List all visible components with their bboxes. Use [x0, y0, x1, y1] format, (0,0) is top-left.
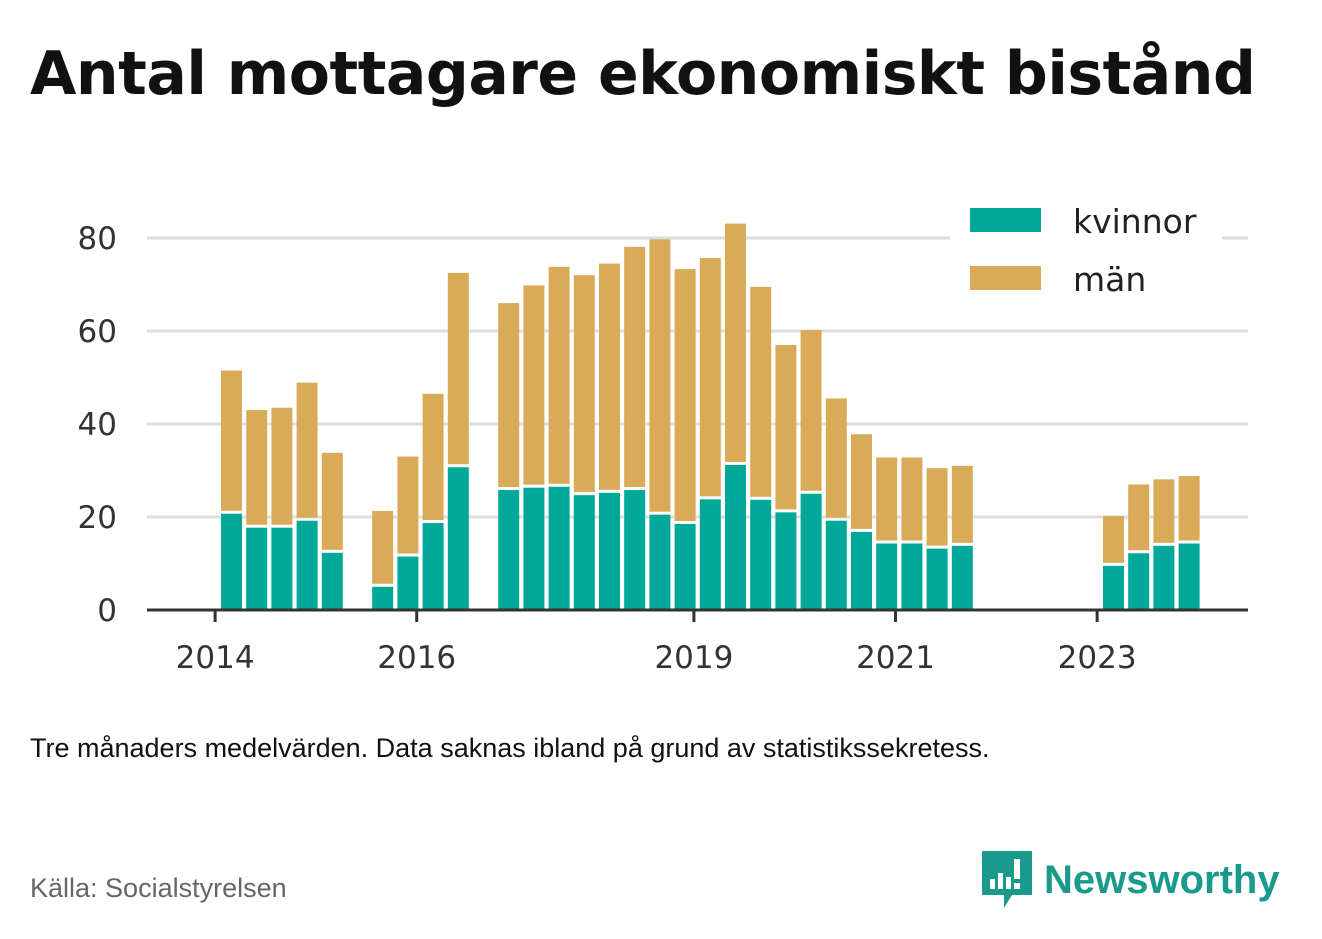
bar-man	[624, 246, 646, 488]
bar-kvinnor	[825, 520, 847, 610]
bar-man	[1103, 516, 1124, 563]
bar-man	[372, 510, 394, 584]
y-tick-label: 20	[78, 500, 117, 536]
bar-man	[926, 468, 948, 546]
newsworthy-logo[interactable]: Newsworthy	[982, 851, 1280, 909]
axes: 0 20 40 60 80 2014 2016 2019 2021 2023	[78, 221, 1248, 676]
bar-kvinnor	[498, 490, 520, 610]
x-tick-label: 2023	[1058, 640, 1137, 676]
bars	[221, 223, 1200, 610]
bar-kvinnor	[901, 543, 923, 610]
bar-kvinnor	[926, 548, 948, 610]
source-credit: Källa: Socialstyrelsen	[30, 873, 287, 903]
chart-note: Tre månaders medelvärden. Data saknas ib…	[30, 733, 990, 763]
bar-man	[573, 275, 595, 493]
bar-man	[599, 263, 620, 490]
bar-kvinnor	[422, 523, 444, 610]
bar-man	[1153, 479, 1175, 543]
bar-kvinnor	[750, 499, 772, 610]
x-tick-label: 2021	[856, 640, 935, 676]
bar-kvinnor	[372, 586, 394, 610]
bar-man	[523, 285, 545, 485]
bar-kvinnor	[725, 464, 746, 610]
bar-kvinnor	[1103, 565, 1124, 610]
bar-man	[422, 393, 444, 521]
bar-man	[800, 330, 822, 491]
bar-man	[674, 269, 696, 521]
bar-kvinnor	[800, 493, 822, 610]
bar-kvinnor	[876, 543, 898, 610]
bar-kvinnor	[397, 556, 419, 610]
bar-kvinnor	[246, 527, 268, 610]
bar-kvinnor	[271, 527, 293, 610]
bar-kvinnor	[649, 514, 671, 610]
x-tick-label: 2016	[377, 640, 456, 676]
bar-kvinnor	[523, 487, 545, 610]
bar-man	[296, 382, 318, 518]
chart-title: Antal mottagare ekonomiskt bistånd	[30, 39, 1256, 109]
bar-man	[750, 286, 772, 497]
legend-swatch	[970, 208, 1041, 232]
bar-kvinnor	[1128, 553, 1150, 610]
bar-kvinnor	[321, 552, 343, 610]
bar-kvinnor	[624, 490, 646, 610]
y-tick-label: 40	[78, 407, 117, 443]
bar-man	[1128, 484, 1150, 551]
bar-man	[548, 266, 570, 484]
bar-man	[775, 344, 797, 510]
bar-man	[1178, 476, 1200, 541]
y-tick-label: 0	[97, 593, 117, 629]
bar-chart-bubble-icon	[982, 851, 1032, 908]
bar-kvinnor	[599, 492, 620, 610]
bar-kvinnor	[221, 513, 242, 610]
x-tick-label: 2019	[654, 640, 733, 676]
y-tick-label: 60	[78, 314, 117, 350]
bar-man	[825, 398, 847, 518]
bar-kvinnor	[573, 495, 595, 610]
bar-kvinnor	[775, 512, 797, 610]
bar-kvinnor	[548, 486, 570, 610]
bar-man	[876, 457, 898, 541]
bar-man	[699, 257, 721, 497]
bar-man	[725, 223, 746, 462]
bar-man	[951, 465, 973, 543]
bar-man	[221, 370, 242, 511]
bar-man	[321, 452, 343, 550]
y-tick-label: 80	[78, 221, 117, 257]
brand-name: Newsworthy	[1044, 857, 1280, 902]
bar-man	[901, 457, 923, 541]
bar-kvinnor	[296, 520, 318, 610]
bar-kvinnor	[851, 531, 872, 610]
bar-man	[246, 410, 268, 525]
legend-swatch	[970, 266, 1041, 290]
bar-kvinnor	[447, 467, 469, 610]
bar-man	[498, 303, 520, 488]
bar-kvinnor	[1178, 543, 1200, 610]
legend-label: män	[1073, 260, 1146, 299]
bar-man	[851, 434, 872, 529]
bar-kvinnor	[699, 499, 721, 610]
bar-kvinnor	[674, 523, 696, 610]
stacked-bar-chart: 0 20 40 60 80 2014 2016 2019 2021 2023 kvinnor män	[77, 196, 1248, 676]
legend: kvinnor män	[950, 196, 1222, 308]
bar-man	[649, 239, 671, 512]
bar-man	[447, 272, 469, 465]
legend-label: kvinnor	[1073, 202, 1197, 241]
x-tick-label: 2014	[176, 640, 255, 676]
bar-man	[271, 407, 293, 525]
bar-kvinnor	[951, 545, 973, 610]
bar-man	[397, 456, 419, 554]
bar-kvinnor	[1153, 545, 1175, 610]
